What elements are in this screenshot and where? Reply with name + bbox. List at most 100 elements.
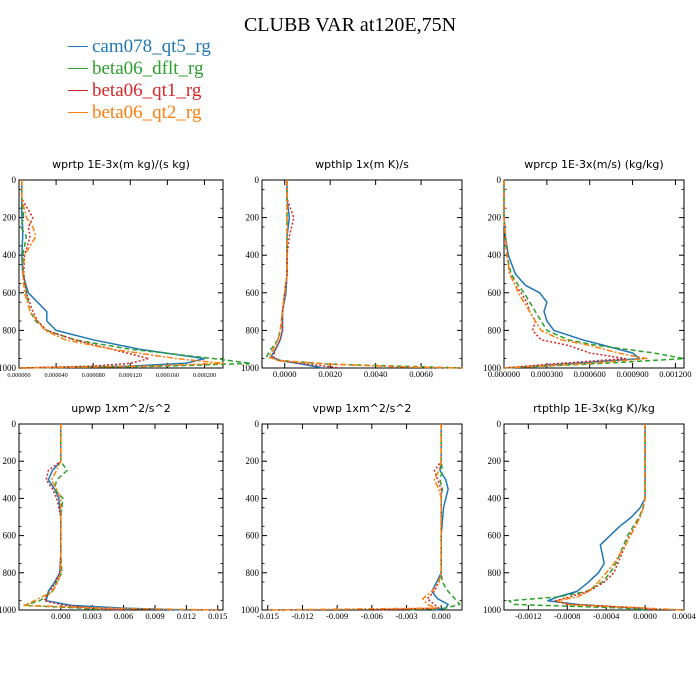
plot-frame	[18, 179, 224, 369]
x-tick-label: 0.000600	[574, 369, 606, 379]
panel-title: rtpthlp 1E-3x(kg K)/kg	[533, 402, 655, 415]
plot-frame	[261, 423, 463, 611]
panel-title: wpthlp 1x(m K)/s	[315, 158, 409, 171]
plot-frame	[503, 423, 685, 611]
series-line	[503, 180, 685, 369]
x-tick-label: -0.0012	[515, 611, 542, 621]
series-line	[43, 424, 124, 611]
series-line	[503, 180, 641, 369]
series-line	[45, 424, 187, 611]
y-tick-label: 400	[3, 493, 17, 503]
y-tick-label: 600	[3, 288, 17, 298]
x-tick-label: 0.012	[177, 611, 196, 621]
figure-title: CLUBB VAR at120E,75N	[243, 14, 457, 36]
y-tick-label: 800	[488, 568, 502, 578]
y-tick-label: 800	[246, 568, 260, 578]
legend-entry: beta06_qt1_rg	[68, 80, 211, 102]
x-tick-label: -0.009	[326, 611, 348, 621]
panel-title: upwp 1xm^2/s^2	[71, 402, 171, 415]
y-tick-label: 1000	[241, 363, 260, 373]
x-tick-label: 0.000120	[119, 372, 142, 379]
panel-title: wprcp 1E-3x(m/s) (kg/kg)	[524, 158, 663, 171]
series-line	[503, 180, 648, 369]
y-tick-label: 600	[3, 531, 17, 541]
y-tick-label: 600	[488, 288, 502, 298]
series-line	[554, 424, 655, 611]
y-tick-label: 600	[488, 531, 502, 541]
y-tick-label: 400	[3, 250, 17, 260]
x-tick-label: -0.012	[291, 611, 313, 621]
x-tick-label: -0.006	[361, 611, 384, 621]
panel-title: wprtp 1E-3x(m kg)/(s kg)	[52, 158, 190, 171]
x-tick-label: 0.0004	[672, 611, 696, 621]
y-tick-label: 400	[246, 493, 260, 503]
legend-label: beta06_qt2_rg	[92, 102, 202, 123]
x-tick-label: -0.0008	[554, 611, 581, 621]
y-tick-label: 200	[246, 456, 260, 466]
y-tick-label: 0	[255, 419, 260, 429]
y-tick-label: 800	[488, 325, 502, 335]
legend: cam078_qt5_rg beta06_dflt_rg beta06_qt1_…	[68, 36, 211, 124]
legend-swatch	[68, 67, 88, 70]
legend-swatch	[68, 111, 88, 114]
y-tick-label: 200	[488, 456, 502, 466]
series-line	[268, 180, 463, 369]
y-tick-label: 0	[497, 419, 502, 429]
series-line	[371, 424, 442, 611]
x-tick-label: 0.0000	[273, 369, 297, 379]
series-line	[18, 180, 224, 369]
x-tick-label: 0.000000	[7, 372, 30, 379]
legend-label: beta06_dflt_rg	[92, 58, 204, 79]
y-tick-label: 1000	[0, 363, 17, 373]
y-tick-label: 200	[3, 456, 17, 466]
x-tick-label: 0.000000	[488, 369, 520, 379]
series-line	[431, 424, 449, 611]
x-tick-label: 0.000200	[193, 372, 216, 379]
series-line	[272, 180, 340, 369]
series-line	[18, 180, 150, 369]
x-tick-label: 0.0040	[364, 369, 388, 379]
y-tick-label: 800	[3, 325, 17, 335]
x-tick-label: 0.006	[114, 611, 134, 621]
series-line	[508, 424, 646, 611]
x-tick-label: 0.001200	[659, 369, 691, 379]
x-tick-label: 0.000300	[531, 369, 563, 379]
y-tick-label: 800	[246, 325, 260, 335]
y-tick-label: 800	[3, 568, 17, 578]
legend-label: cam078_qt5_rg	[92, 36, 211, 57]
x-tick-label: 0.003	[83, 611, 102, 621]
x-tick-label: 0.000040	[44, 372, 67, 379]
series-line	[556, 424, 685, 611]
plot-frame	[18, 423, 224, 611]
y-tick-label: 0	[12, 175, 17, 185]
x-tick-label: 0.015	[208, 611, 227, 621]
series-line	[18, 180, 206, 369]
legend-swatch	[68, 89, 88, 92]
plot-frame	[503, 179, 685, 369]
x-tick-label: 0.0020	[318, 369, 342, 379]
x-tick-label: 0.0000	[633, 611, 657, 621]
series-line	[23, 424, 218, 611]
y-tick-label: 1000	[0, 605, 17, 615]
x-tick-label: 0.000160	[156, 372, 179, 379]
x-tick-label: 0.000	[51, 611, 70, 621]
x-tick-label: -0.015	[257, 611, 279, 621]
legend-swatch	[68, 45, 88, 48]
y-tick-label: 200	[3, 213, 17, 223]
panel-title: vpwp 1xm^2/s^2	[312, 402, 411, 415]
series-line	[23, 424, 103, 611]
y-tick-label: 400	[488, 493, 502, 503]
legend-entry: beta06_qt2_rg	[68, 102, 211, 124]
y-tick-label: 400	[246, 250, 260, 260]
x-tick-label: 0.000	[432, 611, 451, 621]
x-tick-label: 0.000900	[616, 369, 648, 379]
x-tick-label: 0.000080	[82, 372, 105, 379]
y-tick-label: 1000	[483, 605, 502, 615]
series-line	[265, 180, 463, 369]
series-line	[18, 180, 252, 369]
y-tick-label: 0	[497, 175, 502, 185]
legend-entry: cam078_qt5_rg	[68, 36, 211, 58]
y-tick-label: 200	[246, 213, 260, 223]
legend-entry: beta06_dflt_rg	[68, 58, 211, 80]
series-line	[406, 424, 461, 611]
